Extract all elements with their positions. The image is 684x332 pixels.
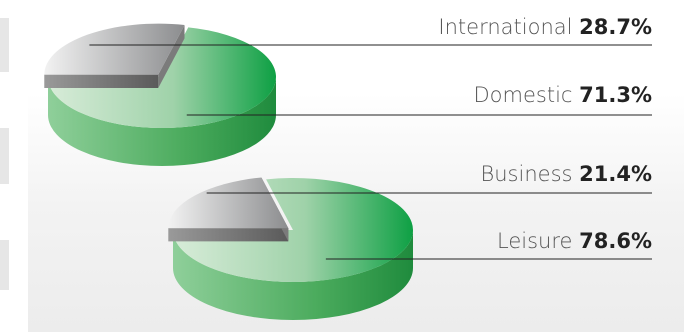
pie-slice-business: [168, 177, 289, 229]
pie-edge-international: [158, 25, 185, 88]
pie-international-domestic: [44, 23, 277, 166]
left-edge-strip: [0, 240, 9, 290]
pie-side-leisure: [173, 230, 413, 320]
pie-side-domestic: [48, 77, 276, 166]
legend-label-business: Business 21.4%: [481, 162, 653, 186]
pie-side-business: [168, 228, 289, 242]
pie-slice-leisure: [173, 178, 413, 282]
legend-label-international: International 28.7%: [438, 15, 652, 39]
left-edge-strip: [0, 128, 9, 184]
pie-business-leisure: [168, 177, 413, 320]
left-edge-strip: [0, 18, 9, 72]
pie-slice-international: [44, 23, 185, 75]
legend-label-domestic: Domestic 71.3%: [474, 83, 653, 107]
legend-label-leisure: Leisure 78.6%: [497, 229, 652, 253]
leader-lines: [89, 44, 652, 260]
pie-side-international: [44, 74, 159, 88]
